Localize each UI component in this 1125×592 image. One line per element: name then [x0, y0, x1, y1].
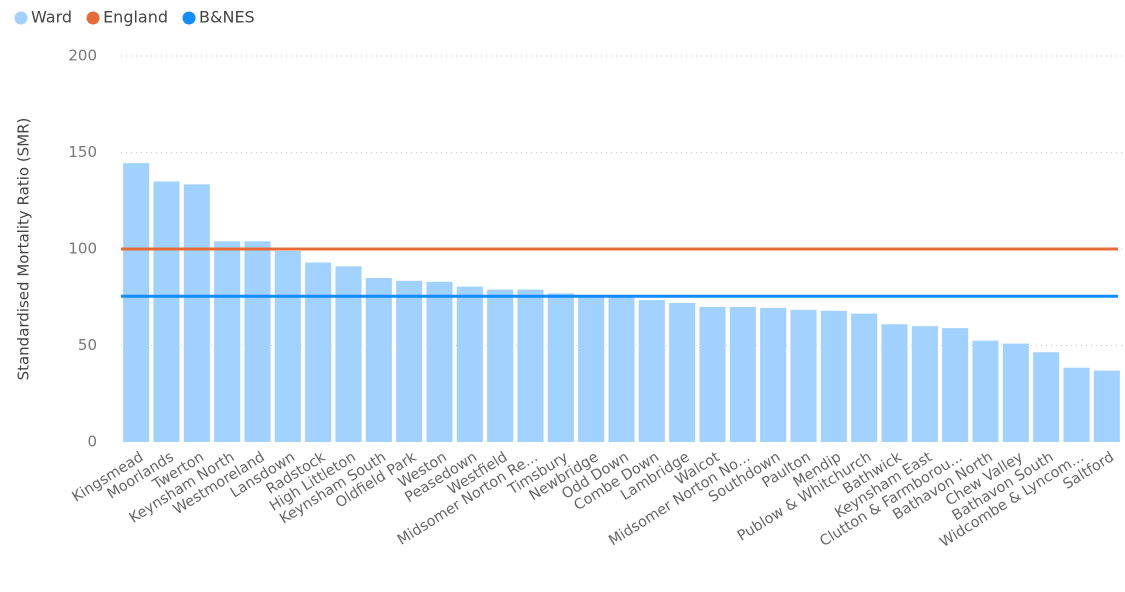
- bar: [972, 340, 999, 442]
- bar: [335, 266, 362, 442]
- y-tick-label: 150: [68, 143, 97, 161]
- bar: [365, 277, 392, 442]
- bar: [456, 286, 483, 442]
- bar: [760, 307, 787, 442]
- bar: [608, 297, 635, 442]
- bar: [911, 326, 938, 442]
- bar: [426, 281, 453, 442]
- bar: [1033, 352, 1060, 442]
- legend-marker: [14, 11, 28, 25]
- bar: [396, 280, 423, 442]
- bar: [1002, 343, 1029, 442]
- bar: [183, 184, 210, 442]
- legend-label: Ward: [31, 8, 72, 27]
- bar: [487, 289, 514, 442]
- legend-marker: [182, 11, 196, 25]
- legend-label: B&NES: [199, 8, 255, 27]
- bar: [305, 262, 332, 442]
- bar: [1063, 367, 1090, 442]
- y-tick-label: 200: [68, 47, 97, 65]
- bar: [881, 324, 908, 442]
- bar: [274, 250, 301, 442]
- y-tick-label: 50: [78, 336, 97, 354]
- bar: [517, 289, 544, 442]
- bar: [669, 303, 696, 442]
- legend-label: England: [103, 8, 168, 27]
- y-tick-label: 0: [87, 433, 97, 451]
- y-tick-label: 100: [68, 240, 97, 258]
- bar: [851, 313, 878, 442]
- bar: [699, 306, 726, 442]
- y-axis-title: Standardised Mortality Ratio (SMR): [15, 118, 33, 381]
- bar: [214, 241, 241, 442]
- bar: [790, 309, 817, 442]
- bar: [244, 241, 271, 442]
- bar: [123, 163, 150, 443]
- legend-marker: [86, 11, 100, 25]
- bar: [1093, 370, 1120, 442]
- bar: [547, 293, 574, 442]
- bar: [153, 181, 180, 442]
- bar: [820, 310, 847, 442]
- bar: [942, 328, 969, 442]
- bar: [729, 306, 756, 442]
- bar: [638, 300, 665, 442]
- bar: [578, 295, 605, 442]
